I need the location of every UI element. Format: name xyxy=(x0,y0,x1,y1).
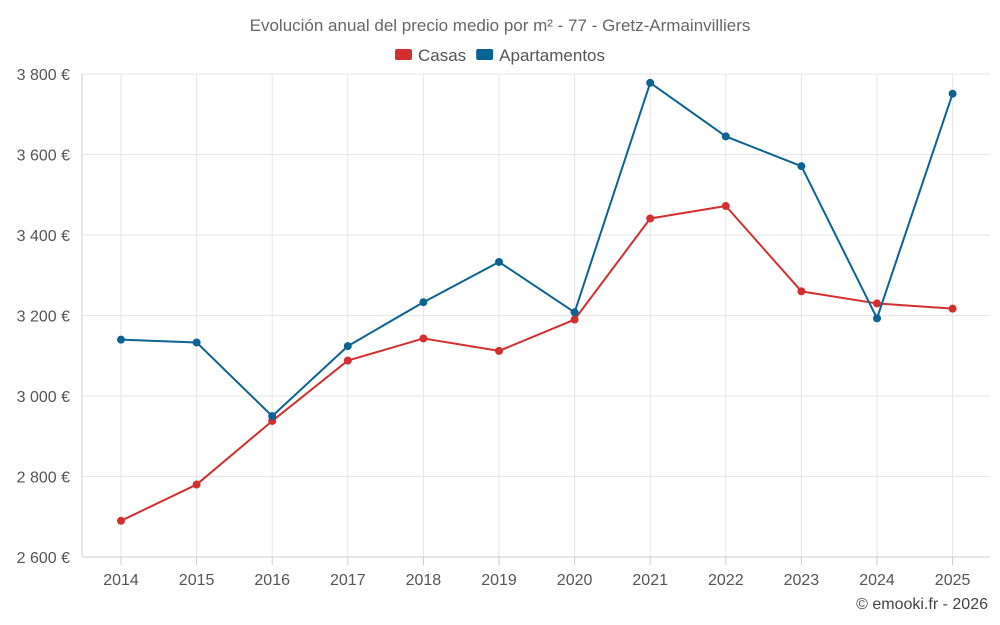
x-tick-label: 2018 xyxy=(406,572,442,589)
legend-swatch-casas xyxy=(394,49,412,60)
x-tick-label: 2025 xyxy=(935,572,971,589)
data-point-casas[interactable] xyxy=(721,202,730,211)
y-tick-label: 3 800 € xyxy=(17,67,70,84)
chart-title: Evolución anual del precio medio por m² … xyxy=(250,16,751,35)
data-point-apartamentos[interactable] xyxy=(873,314,881,323)
y-tick-label: 3 000 € xyxy=(17,389,70,406)
data-point-apartamentos[interactable] xyxy=(192,338,201,347)
legend-label-casas[interactable]: Casas xyxy=(418,46,466,65)
legend-swatch-apartamentos xyxy=(476,49,494,60)
grid xyxy=(82,73,990,558)
y-tick-label: 3 600 € xyxy=(17,148,70,165)
data-point-casas[interactable] xyxy=(117,516,125,525)
data-point-apartamentos[interactable] xyxy=(570,308,579,317)
x-tick-label: 2022 xyxy=(708,572,744,589)
y-axis: 2 600 € 2 800 € 3 000 € 3 200 € 3 400 € 3 600… xyxy=(17,67,83,567)
data-point-casas[interactable] xyxy=(797,287,806,296)
x-tick-label: 2021 xyxy=(632,572,668,589)
data-point-casas[interactable] xyxy=(570,315,579,324)
y-tick-label: 2 600 € xyxy=(17,550,70,567)
data-point-apartamentos[interactable] xyxy=(495,257,503,266)
data-point-apartamentos[interactable] xyxy=(343,342,352,351)
data-point-casas[interactable] xyxy=(948,304,957,313)
x-axis: 2014 2015 2016 2017 2018 2019 2020 2021 2022 2023… xyxy=(82,556,990,589)
data-point-apartamentos[interactable] xyxy=(117,335,125,344)
x-tick-label: 2017 xyxy=(330,572,366,589)
series-apartamentos xyxy=(117,78,957,421)
data-point-apartamentos[interactable] xyxy=(948,89,957,98)
x-tick-label: 2023 xyxy=(784,572,820,589)
x-tick-label: 2019 xyxy=(481,572,517,589)
x-tick-label: 2016 xyxy=(254,572,290,589)
data-point-apartamentos[interactable] xyxy=(268,412,277,421)
series-group xyxy=(117,78,957,525)
data-point-apartamentos[interactable] xyxy=(797,162,806,171)
x-tick-label: 2015 xyxy=(179,572,215,589)
x-tick-label: 2020 xyxy=(557,572,593,589)
data-point-casas[interactable] xyxy=(343,356,352,365)
x-tick-label: 2014 xyxy=(103,572,139,589)
y-tick-label: 2 800 € xyxy=(17,470,70,487)
y-tick-label: 3 200 € xyxy=(17,309,70,326)
data-point-apartamentos[interactable] xyxy=(646,78,655,87)
legend: Casas Apartamentos xyxy=(394,46,605,65)
data-point-apartamentos[interactable] xyxy=(721,132,730,141)
data-point-casas[interactable] xyxy=(873,299,881,308)
data-point-casas[interactable] xyxy=(646,214,655,223)
series-line-casas xyxy=(120,205,953,522)
data-point-casas[interactable] xyxy=(419,334,428,343)
series-line-apartamentos xyxy=(120,81,954,418)
credit-text: © emooki.fr - 2026 xyxy=(856,596,988,613)
data-point-casas[interactable] xyxy=(495,346,503,355)
x-tick-label: 2024 xyxy=(859,572,895,589)
legend-label-apartamentos[interactable]: Apartamentos xyxy=(499,46,605,65)
y-tick-label: 3 400 € xyxy=(17,228,70,245)
data-point-apartamentos[interactable] xyxy=(419,298,428,307)
data-point-casas[interactable] xyxy=(192,480,201,489)
